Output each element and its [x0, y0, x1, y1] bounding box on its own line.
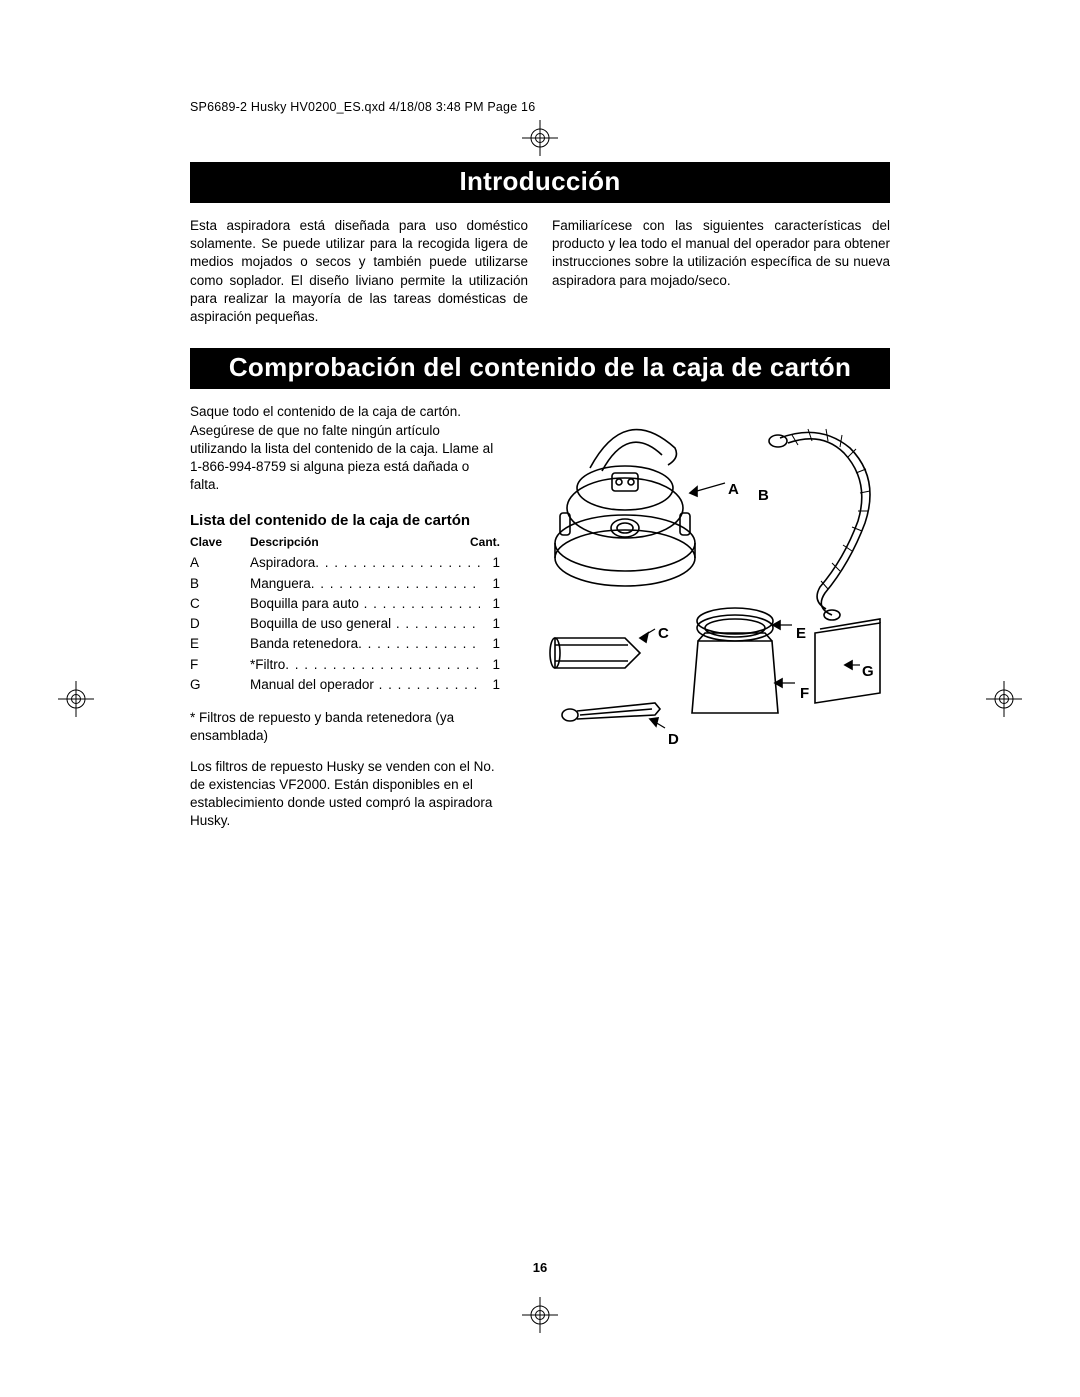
- cell-desc: Aspiradora. . . . . . . . . . . . . . . …: [250, 553, 480, 573]
- footnote-repuesto: Los filtros de repuesto Husky se venden …: [190, 758, 500, 831]
- cell-desc: *Filtro. . . . . . . . . . . . . . . . .…: [250, 655, 480, 675]
- registration-mark-left: [58, 681, 94, 717]
- document-header: SP6689-2 Husky HV0200_ES.qxd 4/18/08 3:4…: [190, 100, 890, 114]
- cell-key: F: [190, 655, 250, 675]
- table-row: CBoquilla para auto . . . . . . . . . . …: [190, 594, 500, 614]
- diagram-label-b: B: [758, 487, 769, 504]
- check-instructions: Saque todo el contenido de la caja de ca…: [190, 403, 500, 494]
- diagram-label-c: C: [658, 625, 669, 642]
- table-row: AAspiradora. . . . . . . . . . . . . . .…: [190, 553, 500, 573]
- cell-qty: 1: [480, 594, 500, 614]
- section-title-comprobacion: Comprobación del contenido de la caja de…: [190, 348, 890, 389]
- cell-key: G: [190, 675, 250, 695]
- cell-key: E: [190, 634, 250, 654]
- cell-key: C: [190, 594, 250, 614]
- cell-qty: 1: [480, 574, 500, 594]
- intro-text-left: Esta aspiradora está diseñada para uso d…: [190, 217, 528, 326]
- diagram-area: A B C D E F G: [530, 403, 890, 783]
- cell-desc: Boquilla de uso general . . . . . . . . …: [250, 614, 480, 634]
- list-heading: Lista del contenido de la caja de cartón: [190, 512, 510, 529]
- cell-desc: Banda retenedora. . . . . . . . . . . . …: [250, 634, 480, 654]
- page-number: 16: [533, 1260, 547, 1275]
- registration-mark-bottom: [522, 1297, 558, 1333]
- lower-area: Saque todo el contenido de la caja de ca…: [190, 403, 890, 830]
- table-header: Clave Descripción Cant.: [190, 535, 500, 549]
- intro-text-right: Familiarícese con las siguientes caracte…: [552, 217, 890, 326]
- table-row: BManguera. . . . . . . . . . . . . . . .…: [190, 574, 500, 594]
- table-row: F*Filtro. . . . . . . . . . . . . . . . …: [190, 655, 500, 675]
- table-row: GManual del operador . . . . . . . . . .…: [190, 675, 500, 695]
- diagram-label-a: A: [728, 481, 739, 498]
- cell-qty: 1: [480, 553, 500, 573]
- table-row: EBanda retenedora. . . . . . . . . . . .…: [190, 634, 500, 654]
- diagram-label-e: E: [796, 625, 806, 642]
- diagram-label-f: F: [800, 685, 809, 702]
- left-column: Saque todo el contenido de la caja de ca…: [190, 403, 510, 830]
- cell-qty: 1: [480, 634, 500, 654]
- diagram-label-d: D: [668, 731, 679, 748]
- th-cant: Cant.: [460, 535, 500, 549]
- cell-desc: Manguera. . . . . . . . . . . . . . . . …: [250, 574, 480, 594]
- cell-desc: Boquilla para auto . . . . . . . . . . .…: [250, 594, 480, 614]
- footnote-filtros: * Filtros de repuesto y banda retenedora…: [190, 709, 500, 745]
- diagram-label-g: G: [862, 663, 874, 680]
- parts-diagram: [530, 393, 890, 773]
- cell-desc: Manual del operador . . . . . . . . . . …: [250, 675, 480, 695]
- cell-qty: 1: [480, 655, 500, 675]
- table-rows: AAspiradora. . . . . . . . . . . . . . .…: [190, 553, 510, 695]
- section-title-introduccion: Introducción: [190, 162, 890, 203]
- cell-key: B: [190, 574, 250, 594]
- cell-key: D: [190, 614, 250, 634]
- th-descripcion: Descripción: [250, 535, 460, 549]
- cell-qty: 1: [480, 614, 500, 634]
- table-row: DBoquilla de uso general . . . . . . . .…: [190, 614, 500, 634]
- th-clave: Clave: [190, 535, 250, 549]
- cell-key: A: [190, 553, 250, 573]
- page-content: SP6689-2 Husky HV0200_ES.qxd 4/18/08 3:4…: [190, 100, 890, 830]
- registration-mark-right: [986, 681, 1022, 717]
- cell-qty: 1: [480, 675, 500, 695]
- intro-columns: Esta aspiradora está diseñada para uso d…: [190, 217, 890, 326]
